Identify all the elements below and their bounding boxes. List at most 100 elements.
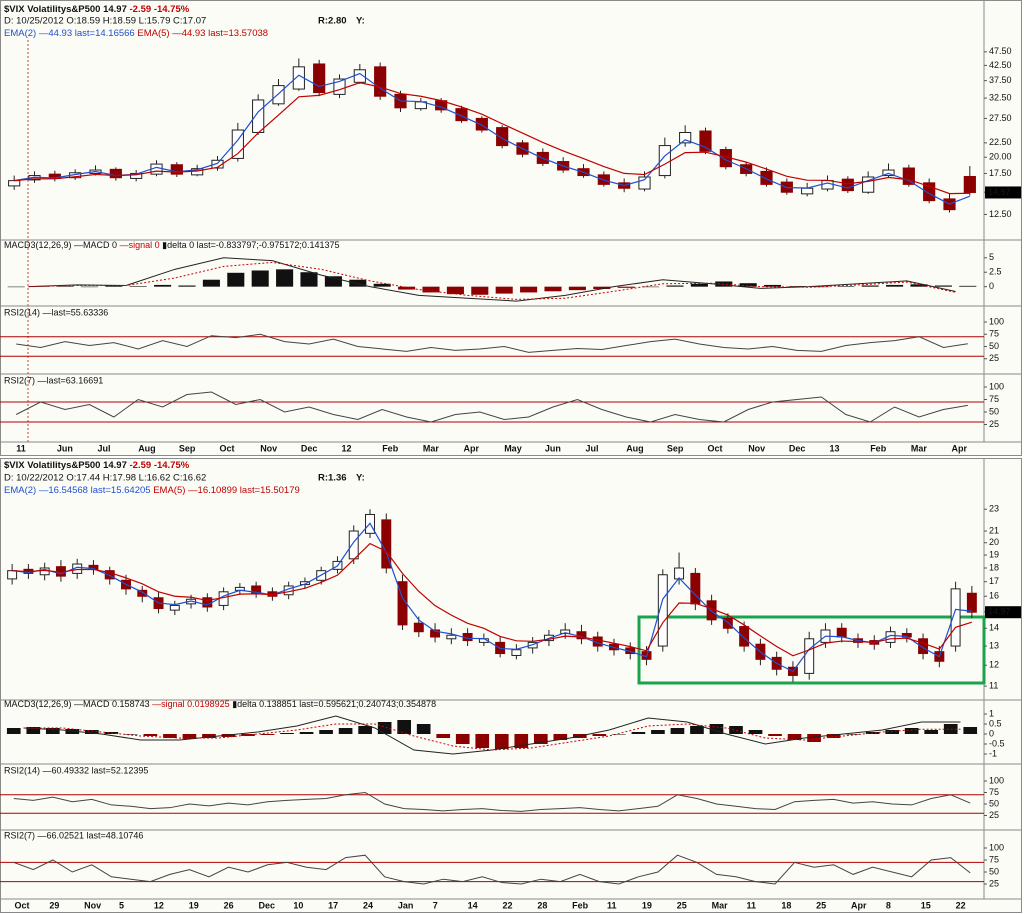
macd-bar (455, 734, 470, 744)
candle-body (690, 572, 701, 605)
ema-fast: EMA(2) —44.93 last=14.16566 (4, 28, 135, 39)
y-tick-label: 50 (989, 341, 999, 351)
candle-body (821, 180, 834, 190)
y-tick-label: 42.50 (989, 60, 1012, 70)
last: 14.97 (103, 460, 127, 471)
ohlc: D: 10/22/2012 O:17.44 H:17.98 L:16.62 C:… (4, 473, 206, 484)
macd-bar (471, 286, 489, 295)
x-tick-label: Sep (179, 443, 196, 453)
macd-bar (788, 286, 806, 287)
bottom-chart-frame (0, 458, 1022, 913)
macd-bar (748, 730, 763, 734)
y-tick-label: 32.50 (989, 92, 1012, 102)
x-tick-label: Apr (851, 900, 867, 910)
macd-bar (631, 732, 646, 734)
candle-body (836, 627, 847, 638)
y-tick-label: 75 (989, 329, 999, 339)
rsi-line (16, 333, 968, 353)
x-tick-label: 28 (537, 900, 547, 910)
rsi-title: RSI2(14) —last=55.63336 (4, 307, 108, 317)
macd-bar (495, 286, 513, 294)
y-tick-label: 22.50 (989, 137, 1012, 147)
macd-bar (910, 284, 928, 287)
rsi-title: RSI2(7) —66.02521 last=48.10746 (4, 830, 143, 840)
candle-body (231, 129, 244, 159)
x-tick-label: Nov (748, 443, 765, 453)
macd-bar (690, 283, 708, 287)
macd-bar (520, 286, 538, 293)
macd-bar (846, 734, 860, 735)
macd-bar (812, 286, 830, 288)
candle-body (679, 131, 692, 144)
macd-line (28, 257, 956, 302)
x-tick-label: 10 (293, 900, 303, 910)
y-tick-label: 1 (989, 708, 994, 718)
macd-bar (202, 734, 216, 738)
x-tick-label: Aug (138, 443, 156, 453)
macd-bar (319, 730, 333, 734)
x-tick-label: Mar (423, 443, 440, 453)
x-tick-label: Feb (572, 900, 589, 910)
macd-bar (276, 269, 294, 287)
last-price-tag (985, 606, 1021, 619)
change: -2.59 (130, 460, 152, 471)
y-tick-label: 25 (989, 878, 999, 888)
x-tick-label: 19 (642, 900, 652, 910)
y-tick-label: 50 (989, 866, 999, 876)
macd-bar (934, 285, 952, 287)
macd-bar (154, 284, 172, 287)
x-tick-label: 19 (189, 900, 199, 910)
macd-bar (260, 734, 275, 735)
y-tick-label: 0.5 (989, 718, 1002, 728)
candle-body (455, 108, 468, 122)
y-tick-label: 25 (989, 810, 999, 820)
macd-bar (963, 727, 978, 734)
macd-bar (568, 286, 586, 291)
y-tick-label: 16 (989, 591, 999, 601)
macd-bar (592, 734, 607, 736)
candle-body (801, 187, 814, 195)
x-tick-label: May (504, 443, 522, 453)
y-tick-label: 0 (989, 281, 994, 291)
rsi-line (13, 791, 971, 812)
x-tick-label: 7 (433, 900, 438, 910)
macd-bar (398, 286, 416, 290)
macd-bar (280, 733, 294, 734)
macd-bar (377, 722, 392, 734)
y-tick-label: 11 (989, 680, 998, 690)
candle-body (950, 588, 961, 647)
macd-bar (45, 728, 60, 734)
x-tick-label: 22 (502, 900, 512, 910)
change-pct: -14.75% (154, 4, 190, 15)
candle-body (446, 634, 457, 640)
macd-bar (178, 285, 196, 287)
x-tick-label: 26 (224, 900, 234, 910)
candle-body (966, 592, 977, 613)
macd-bar (837, 286, 855, 287)
macd-bar (143, 734, 158, 736)
x-tick-label: 29 (49, 900, 59, 910)
macd-bar (105, 285, 123, 287)
y-tick-label: 20 (989, 537, 999, 547)
y-tick-label: 21 (989, 525, 999, 535)
y-tick-label: 100 (989, 842, 1004, 852)
range: R:2.80 (318, 16, 347, 27)
x-tick-label: Apr (952, 443, 968, 453)
x-tick-label: Oct (14, 900, 29, 910)
candle-body (918, 638, 929, 655)
macd-bar (959, 285, 977, 287)
macd-bar (886, 284, 904, 287)
ema-line (12, 522, 972, 673)
y-tick-label: -0.5 (989, 738, 1005, 748)
x-tick-label: Nov (260, 443, 277, 453)
candle-body (8, 180, 21, 187)
x-tick-label: 17 (328, 900, 338, 910)
macd-bar (324, 276, 342, 287)
macd-bar (129, 286, 147, 287)
y-tick-label: 12 (989, 660, 999, 670)
x-tick-label: Mar (911, 443, 928, 453)
macd-bar (422, 286, 440, 293)
macd-bar (642, 286, 660, 288)
x-tick-label: 24 (363, 900, 373, 910)
x-tick-label: Jun (57, 443, 73, 453)
